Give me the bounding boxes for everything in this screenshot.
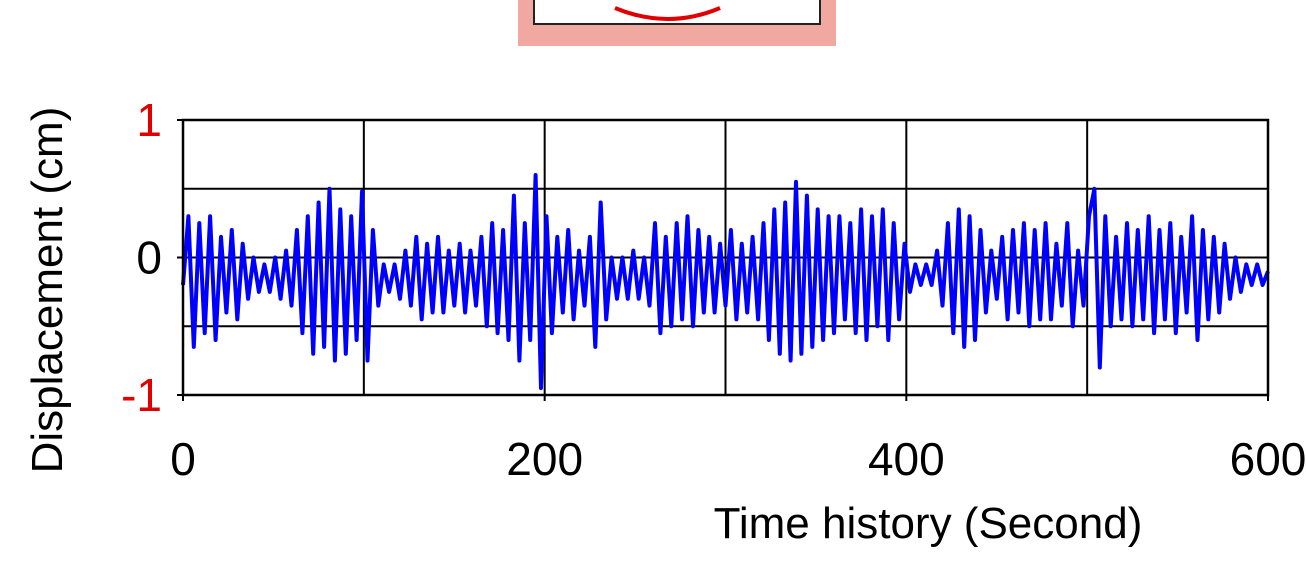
data-line bbox=[181, 173, 1270, 391]
x-tick-label: 400 bbox=[868, 433, 945, 485]
illustration-arrow bbox=[614, 6, 721, 21]
y-tick-label: 1 bbox=[136, 94, 162, 146]
plot bbox=[181, 173, 1270, 391]
illustration-box bbox=[533, 0, 821, 25]
x-axis-label: Time history (Second) bbox=[714, 499, 1143, 548]
y-axis-label: Displacement (cm) bbox=[23, 107, 72, 474]
labels: 0 200 400 600-101 bbox=[121, 94, 1306, 485]
top-illustration bbox=[518, 0, 836, 46]
y-tick-label: 0 bbox=[136, 232, 162, 284]
x-tick-label: 0 bbox=[170, 433, 196, 485]
x-tick-label: 600 bbox=[1230, 433, 1306, 485]
y-tick-label: -1 bbox=[121, 369, 162, 421]
x-tick-label: 200 bbox=[506, 433, 583, 485]
